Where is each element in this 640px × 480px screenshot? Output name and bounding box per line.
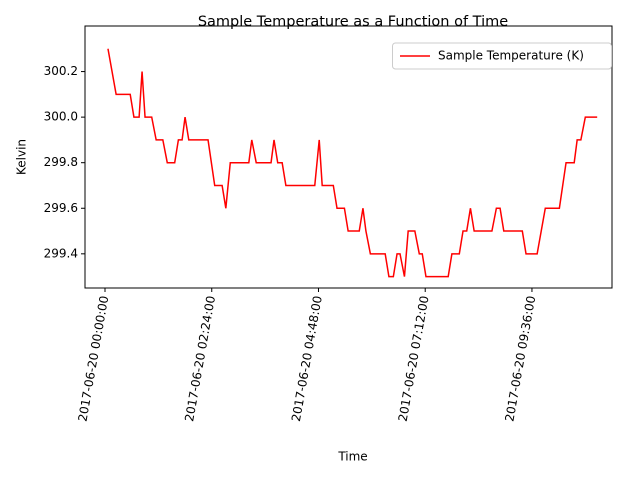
data-line <box>107 48 598 278</box>
y-axis-label: Kelvin <box>15 139 29 175</box>
plot-area <box>84 25 613 289</box>
legend-box <box>392 42 612 70</box>
y-tick-label: 299.8 <box>44 155 78 169</box>
y-tick-label: 300.0 <box>44 110 78 124</box>
x-tick-label: 2017-06-20 02:24:00 <box>182 295 218 423</box>
y-tick-label: 299.6 <box>44 201 78 215</box>
x-tick-label: 2017-06-20 04:48:00 <box>289 295 325 423</box>
legend-label: Sample Temperature (K) <box>438 49 584 63</box>
y-tick-label: 299.4 <box>44 246 78 260</box>
chart-title: Sample Temperature as a Function of Time <box>198 14 508 30</box>
x-tick-label: 2017-06-20 07:12:00 <box>396 295 432 423</box>
x-tick-label: 2017-06-20 00:00:00 <box>75 295 111 423</box>
y-tick-label: 300.2 <box>44 64 78 78</box>
x-tick-label: 2017-06-20 09:36:00 <box>502 295 538 423</box>
x-axis-label: Time <box>337 450 367 464</box>
